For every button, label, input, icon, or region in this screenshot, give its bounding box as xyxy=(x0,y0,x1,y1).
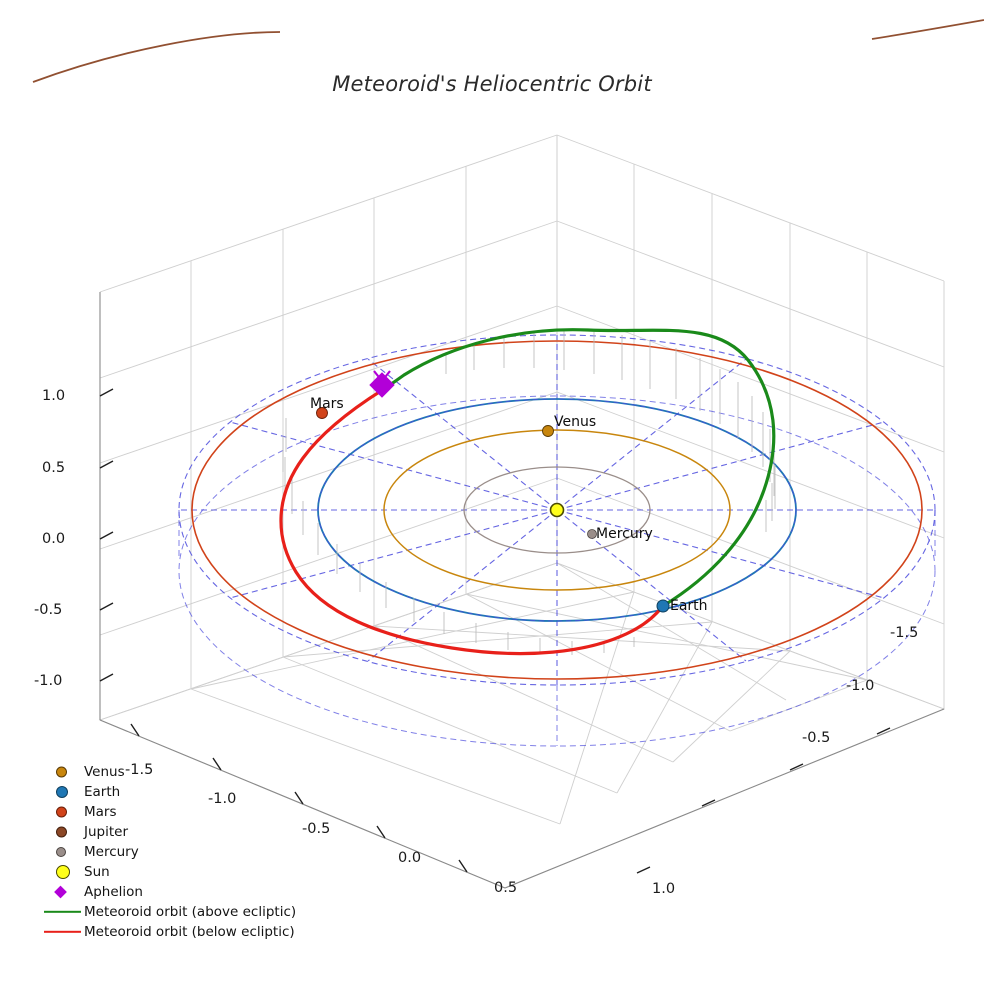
reference-circle-floor xyxy=(178,395,936,747)
legend-label-mars: Mars xyxy=(84,804,117,820)
body-markers xyxy=(316,370,670,613)
sun-marker xyxy=(549,502,565,518)
legend-item-aphelion: Aphelion xyxy=(44,882,294,902)
legend: Venus Earth Mars Jupiter Mercury Sun Aph… xyxy=(44,762,297,942)
aphelion-diamond-icon xyxy=(44,882,84,902)
jupiter-dot-icon xyxy=(44,822,84,842)
meteoroid-orbit xyxy=(279,328,776,656)
legend-item-mercury: Mercury xyxy=(44,842,294,862)
jupiter-orbit xyxy=(32,19,984,83)
legend-item-earth: Earth xyxy=(44,782,294,802)
venus-orbit xyxy=(383,429,731,591)
legend-label-venus: Venus xyxy=(84,764,125,780)
venus-dot-icon xyxy=(44,762,84,782)
meteoroid-above-ecliptic xyxy=(382,328,776,608)
legend-label-below-ecliptic: Meteoroid orbit (below ecliptic) xyxy=(84,924,295,940)
left-wall-grid xyxy=(99,134,558,721)
aphelion-cross-icon xyxy=(373,370,391,382)
z-tick-1: 0.5 xyxy=(42,460,66,476)
y-tick-0: -1.5 xyxy=(890,625,919,641)
label-earth: Earth xyxy=(670,598,708,614)
mars-dot-icon xyxy=(44,802,84,822)
above-ecliptic-line-icon xyxy=(44,902,84,922)
earth-orbit-dash xyxy=(317,398,797,622)
earth-marker xyxy=(656,599,670,613)
label-mars: Mars xyxy=(310,396,344,412)
page-title: Meteoroid's Heliocentric Orbit xyxy=(332,72,652,96)
venus-marker xyxy=(542,425,554,437)
mercury-dot-icon xyxy=(44,842,84,862)
y-tick-2: -0.5 xyxy=(802,730,831,746)
x-tick-1: -1.0 xyxy=(208,791,237,807)
below-ecliptic-line-icon xyxy=(44,922,84,942)
x-tick-0: -1.5 xyxy=(125,762,154,778)
x-tick-5: 1.0 xyxy=(652,881,676,897)
z-tick-0: 1.0 xyxy=(42,388,66,404)
legend-item-jupiter: Jupiter xyxy=(44,822,294,842)
legend-item-below-ecliptic: Meteoroid orbit (below ecliptic) xyxy=(44,922,295,942)
axis-ticks xyxy=(99,388,891,874)
sun-dot-icon xyxy=(44,862,84,882)
z-tick-4: -1.0 xyxy=(34,673,63,689)
earth-dot-icon xyxy=(44,782,84,802)
legend-item-sun: Sun xyxy=(44,862,294,882)
z-tick-3: -0.5 xyxy=(34,602,63,618)
meteoroid-stem-lines xyxy=(282,331,776,655)
x-tick-3: 0.0 xyxy=(398,850,422,866)
legend-label-aphelion: Aphelion xyxy=(84,884,143,900)
legend-label-earth: Earth xyxy=(84,784,121,800)
z-tick-2: 0.0 xyxy=(42,531,66,547)
label-venus: Venus xyxy=(554,414,597,430)
planet-orbits xyxy=(191,340,923,680)
right-wall-grid xyxy=(556,134,945,710)
mars-marker xyxy=(316,407,328,419)
legend-item-mars: Mars xyxy=(44,802,294,822)
mars-orbit xyxy=(191,340,923,680)
legend-label-jupiter: Jupiter xyxy=(84,824,129,840)
legend-label-above-ecliptic: Meteoroid orbit (above ecliptic) xyxy=(84,904,297,920)
mercury-orbit xyxy=(463,466,651,554)
mercury-marker xyxy=(587,529,597,539)
y-tick-1: -1.0 xyxy=(846,678,875,694)
legend-item-venus: Venus xyxy=(44,762,294,782)
meteoroid-below-ecliptic xyxy=(279,387,665,656)
aphelion-marker xyxy=(369,372,395,398)
x-tick-4: 0.5 xyxy=(494,880,518,896)
legend-item-above-ecliptic: Meteoroid orbit (above ecliptic) xyxy=(44,902,297,922)
label-mercury: Mercury xyxy=(596,526,653,542)
legend-label-mercury: Mercury xyxy=(84,844,139,860)
reference-drop-lines xyxy=(178,510,936,746)
y-axis-spine xyxy=(504,708,945,889)
x-tick-2: -0.5 xyxy=(302,821,331,837)
legend-label-sun: Sun xyxy=(84,864,110,880)
